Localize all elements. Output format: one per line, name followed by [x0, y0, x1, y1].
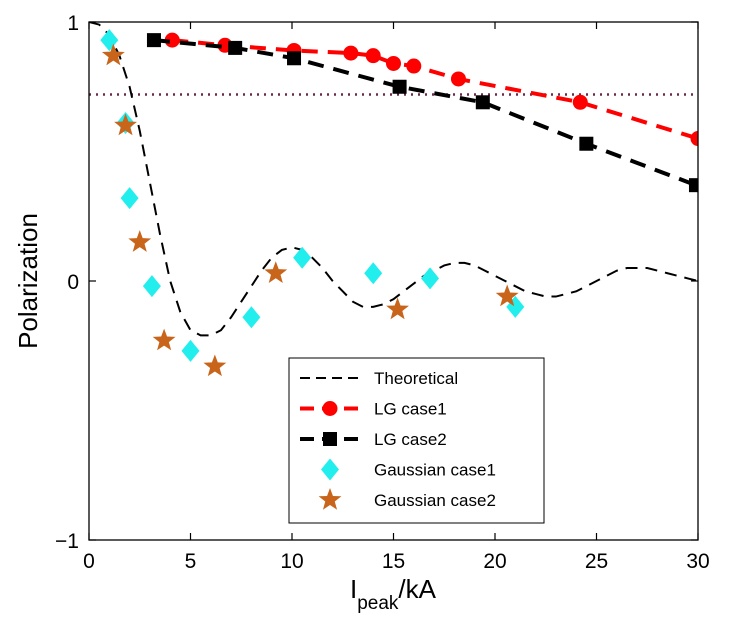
x-axis-label-subscript: peak: [357, 593, 399, 614]
legend-label: Gaussian case2: [374, 491, 496, 510]
y-axis-label: Polarization: [13, 213, 43, 349]
data-point-lg-case1: [406, 58, 422, 74]
data-point-gaussian-case1: [364, 262, 383, 285]
legend-marker: [323, 432, 337, 446]
series-gaussian-case1: [100, 29, 525, 362]
series-theoretical: [89, 22, 698, 337]
x-axis-label-main: I: [350, 574, 357, 604]
legend-entry: LG case2: [300, 430, 447, 449]
data-point-lg-case2: [228, 40, 243, 55]
x-tick-label: 30: [686, 550, 709, 573]
data-point-gaussian-case2: [152, 328, 176, 351]
data-point-lg-case2: [475, 95, 490, 110]
data-point-lg-case2: [287, 51, 302, 66]
data-point-lg-case1: [365, 48, 381, 64]
legend-marker: [322, 401, 338, 416]
series-lg-case2: [146, 33, 698, 193]
legend-label: Gaussian case1: [374, 461, 496, 480]
data-point-lg-case1: [450, 71, 466, 87]
data-point-gaussian-case2: [386, 297, 409, 320]
legend: Theoretical LG case1 LG case2 Gaussian case…: [288, 357, 545, 524]
x-tick-label: 25: [585, 550, 608, 573]
data-point-lg-case1: [572, 94, 588, 110]
series-gaussian-case2: [101, 43, 519, 377]
x-tick-label: 5: [185, 550, 197, 573]
data-point-lg-case2: [392, 79, 407, 94]
legend-label: LG case1: [374, 400, 447, 419]
data-point-lg-case2: [579, 136, 594, 151]
data-point-gaussian-case2: [495, 284, 519, 307]
data-point-gaussian-case1: [181, 339, 200, 362]
data-point-lg-case2: [146, 33, 161, 48]
data-point-lg-case1: [386, 55, 401, 71]
data-point-gaussian-case2: [128, 230, 152, 252]
data-point-gaussian-case1: [293, 246, 312, 269]
data-point-lg-case2: [688, 178, 698, 193]
data-point-gaussian-case2: [203, 354, 227, 377]
y-tick-label: −1: [55, 530, 79, 553]
data-point-gaussian-case2: [114, 113, 137, 136]
x-tick-label: 20: [483, 550, 506, 573]
legend-marker: [321, 458, 339, 481]
y-tick-label: 0: [67, 271, 79, 294]
data-point-lg-case1: [343, 45, 359, 61]
series-line-theoretical: [89, 22, 698, 337]
data-point-gaussian-case1: [100, 29, 119, 52]
series-lg-case1: [164, 32, 698, 147]
legend-marker: [318, 488, 342, 510]
x-axis-label: Ipeak/kA: [350, 574, 437, 614]
data-point-gaussian-case2: [264, 261, 288, 283]
y-tick-label: 1: [67, 12, 79, 35]
x-tick-label: 10: [280, 550, 303, 573]
data-point-lg-case1: [690, 131, 698, 147]
legend-entry: Gaussian case2: [318, 488, 496, 510]
data-point-gaussian-case2: [101, 43, 125, 66]
x-tick-label: 0: [83, 550, 95, 573]
data-point-gaussian-case1: [242, 306, 261, 329]
data-point-gaussian-case1: [421, 267, 440, 290]
legend-entry: Gaussian case1: [321, 458, 496, 481]
data-point-lg-case1: [164, 32, 180, 48]
series-line-lg-case1: [172, 38, 698, 141]
data-point-gaussian-case1: [142, 275, 161, 298]
data-point-gaussian-case1: [120, 187, 139, 210]
legend-entry: Theoretical: [300, 369, 458, 388]
x-tick-label: 15: [382, 550, 405, 573]
legend-entry: LG case1: [300, 400, 447, 419]
x-axis-label-suffix: /kA: [398, 574, 436, 604]
legend-label: Theoretical: [374, 369, 458, 388]
legend-label: LG case2: [374, 430, 447, 449]
